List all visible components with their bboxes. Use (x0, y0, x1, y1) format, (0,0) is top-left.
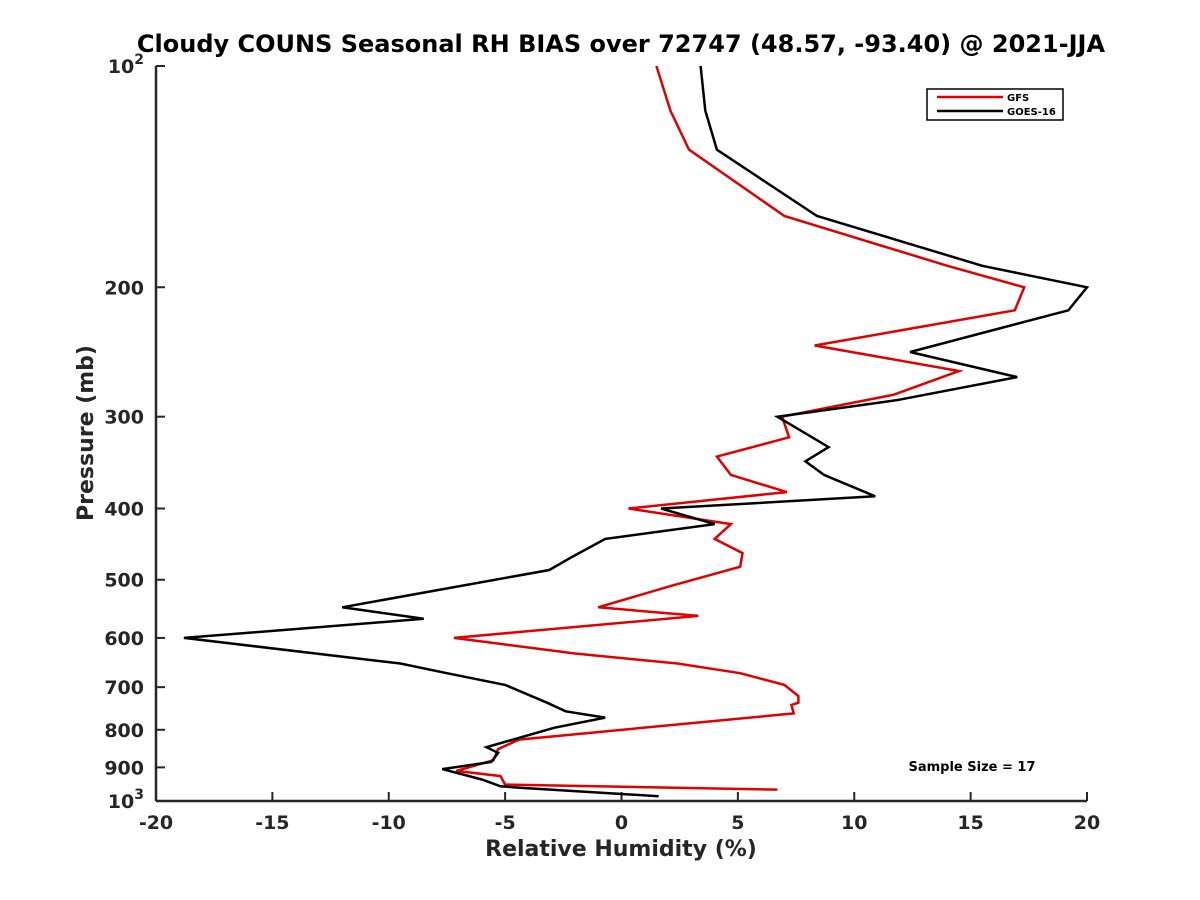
y-tick-label: 103 (108, 787, 144, 813)
y-tick-label: 900 (104, 757, 144, 779)
legend: GFS GOES-16 (926, 88, 1064, 121)
y-axis-ticks: 102 200 300 400 500 600 700 800 900 103 (104, 52, 165, 813)
series-line-gfs (453, 65, 1026, 791)
x-axis-label: Relative Humidity (%) (485, 837, 757, 862)
x-tick-label: 5 (731, 812, 744, 834)
x-tick-label: -20 (139, 812, 173, 834)
y-tick-label: 600 (104, 628, 144, 650)
y-tick-label: 500 (104, 570, 144, 592)
x-tick-label: 15 (957, 812, 983, 834)
y-tick-label: 700 (104, 677, 144, 699)
x-tick-label: 0 (615, 812, 628, 834)
y-tick-label: 400 (104, 499, 144, 521)
chart-title: Cloudy COUNS Seasonal RH BIAS over 72747… (136, 30, 1106, 58)
y-tick-label: 300 (104, 407, 144, 429)
sample-size-annotation: Sample Size = 17 (908, 760, 1035, 775)
x-tick-label: 10 (841, 812, 867, 834)
y-axis-label: Pressure (mb) (74, 345, 99, 521)
y-tick-label: 800 (104, 720, 144, 742)
series-layer (183, 65, 1090, 798)
x-tick-label: -10 (372, 812, 406, 834)
legend-label-gfs: GFS (1007, 93, 1029, 104)
y-tick-label: 200 (104, 277, 144, 299)
legend-box (926, 88, 1064, 121)
x-tick-label: 20 (1074, 812, 1100, 834)
legend-label-goes16: GOES-16 (1007, 107, 1056, 118)
y-tick-label: 102 (108, 52, 144, 78)
x-axis-ticks: -20 -15 -10 -5 0 5 10 15 20 (139, 792, 1100, 834)
x-tick-label: -5 (495, 812, 516, 834)
series-line-goes16 (183, 65, 1090, 798)
x-tick-label: -15 (255, 812, 289, 834)
